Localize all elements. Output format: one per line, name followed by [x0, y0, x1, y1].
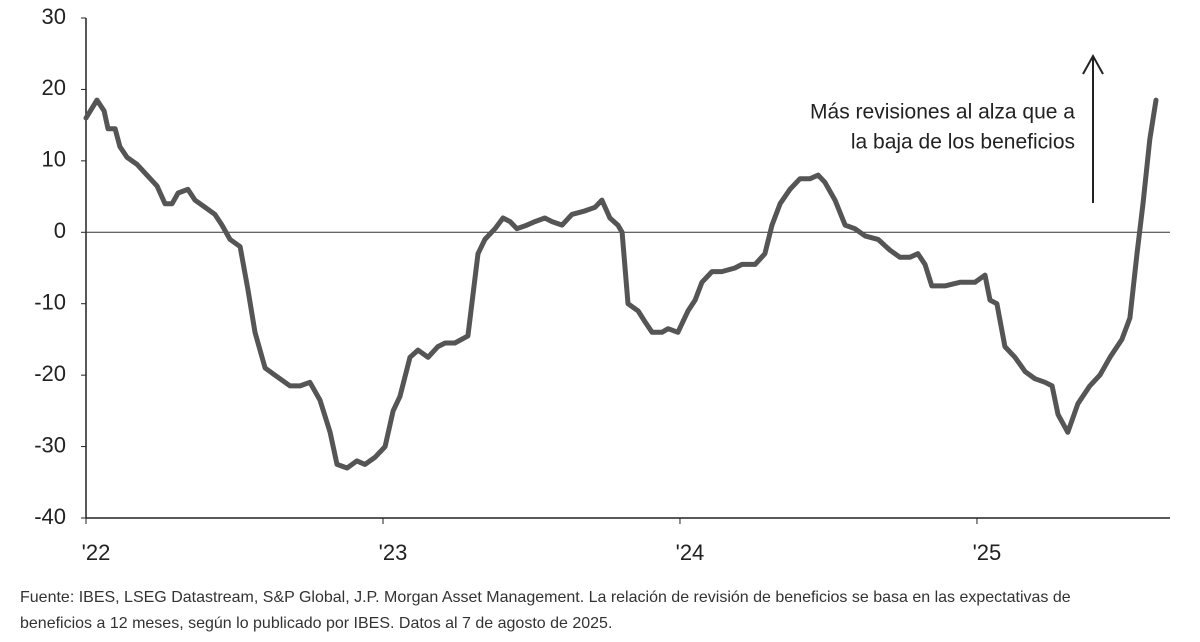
y-tick-label: -40: [34, 504, 66, 529]
x-tick-label: '22: [82, 540, 111, 565]
y-tick-label: -10: [34, 290, 66, 315]
x-tick-label: '25: [973, 540, 1002, 565]
y-tick-label: 20: [42, 75, 66, 100]
arrow: [1082, 53, 1104, 203]
y-tick-label: -20: [34, 361, 66, 386]
source-note: Fuente: IBES, LSEG Datastream, S&P Globa…: [20, 589, 1071, 606]
y-tick-label: 10: [42, 147, 66, 172]
y-tick-label: 30: [42, 4, 66, 29]
x-tick-label: '24: [676, 540, 705, 565]
line-series: [83, 97, 1159, 471]
annotation: la baja de los beneficios: [851, 131, 1075, 154]
source-note: beneficios a 12 meses, según lo publicad…: [20, 615, 612, 632]
y-tick-label: -30: [34, 432, 66, 457]
annotation: Más revisiones al alza que a: [810, 101, 1075, 124]
x-tick-label: '23: [379, 540, 408, 565]
y-tick-label: 0: [54, 218, 66, 243]
